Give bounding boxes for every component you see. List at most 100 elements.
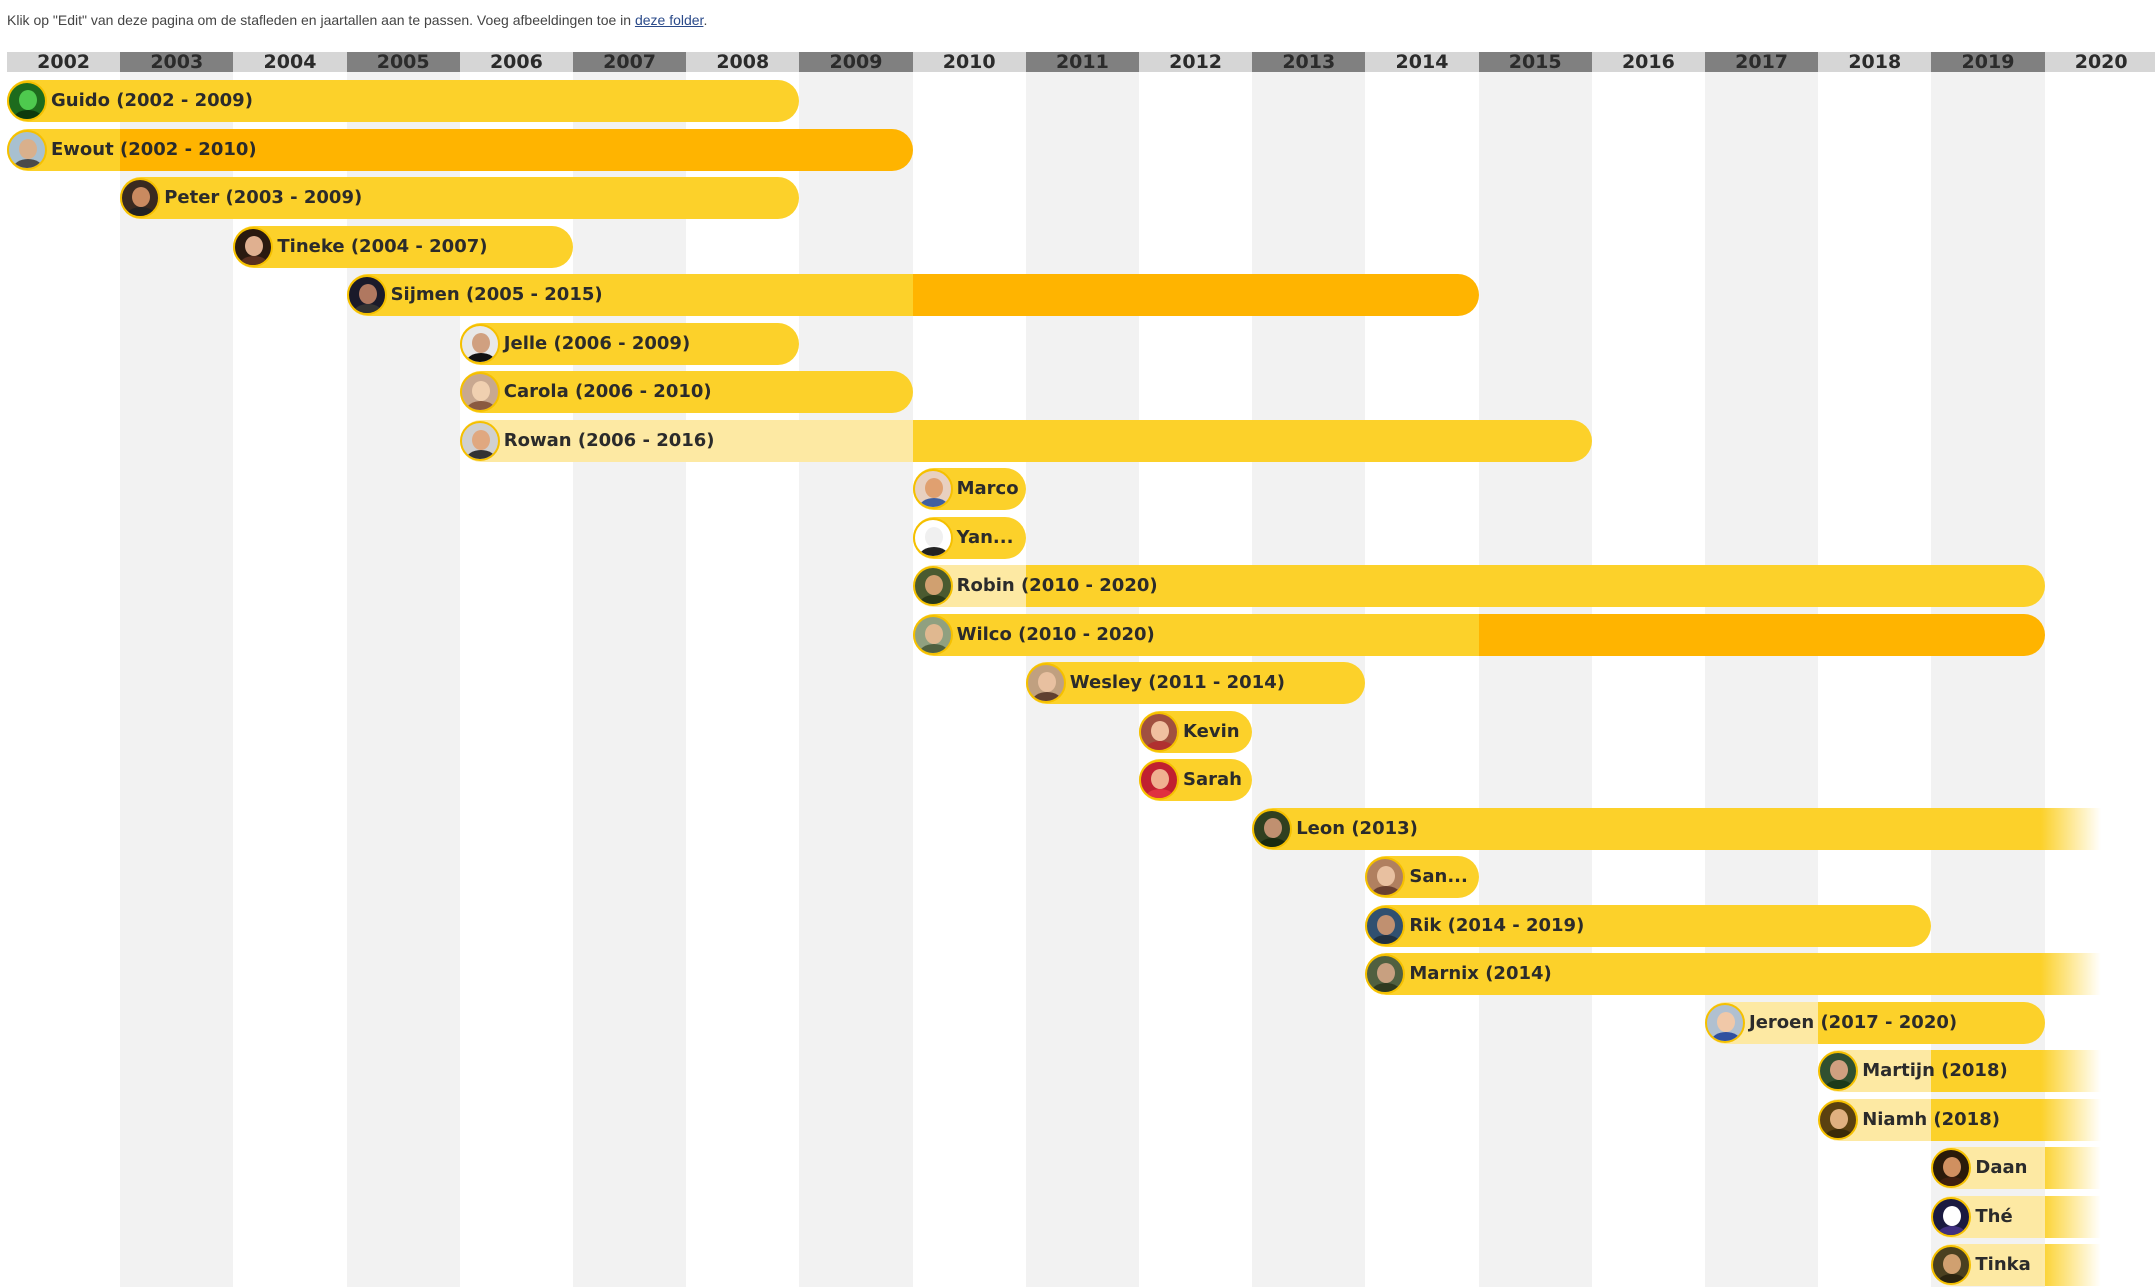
avatar-face-shape [924,623,943,644]
staff-row[interactable]: Thé [1931,1195,2102,1238]
staff-tenure-bar [1365,904,1932,947]
staff-label: Ewout (2002 - 2010) [51,138,257,160]
avatar-face-shape [1377,914,1396,935]
avatar-body-shape [1824,1128,1855,1138]
avatar-face-shape [1264,817,1283,838]
staff-row[interactable]: Sarah [1139,759,1253,801]
year-header-2019: 2019 [1931,52,2045,73]
staff-row[interactable]: Yan... [912,516,1026,559]
staff-row[interactable]: Martijn (2018) [1818,1050,2102,1092]
tenure-segment-main [459,322,800,365]
avatar-body-shape [1371,983,1402,992]
year-header-2017: 2017 [1705,52,1819,73]
tenure-segment-main [233,225,573,268]
staff-label: Niamh (2018) [1862,1108,2000,1130]
year-header-2015: 2015 [1478,52,1592,73]
staff-row[interactable]: Marco [912,468,1026,510]
staff-row[interactable]: Leon (2013) [1252,807,2102,850]
staff-label: Marco [956,478,1019,499]
staff-row[interactable]: Rik (2014 - 2019) [1365,904,1932,947]
year-header-2011: 2011 [1025,52,1139,73]
tenure-segment-main [1025,565,2045,607]
year-column-shade [1478,72,1592,1287]
staff-row[interactable]: Robin (2010 - 2020) [912,565,2045,607]
year-header-2009: 2009 [799,52,913,73]
year-header-2007: 2007 [573,52,687,73]
year-column-shade [120,72,234,1287]
avatar-body-shape [13,158,43,168]
staff-row[interactable]: Niamh (2018) [1818,1098,2102,1141]
tenure-segment-main [2044,1195,2102,1238]
year-header-2008: 2008 [686,52,800,73]
tenure-segment-main [912,419,1592,462]
staff-row[interactable]: Tineke (2004 - 2007) [233,225,573,268]
staff-avatar [1252,808,1293,849]
staff-avatar [1365,905,1406,946]
avatar-face-shape [1830,1060,1849,1080]
staff-label: Jelle (2006 - 2009) [503,332,691,354]
staff-row[interactable]: Jelle (2006 - 2009) [459,322,800,365]
staff-label: San... [1409,866,1468,887]
tenure-segment-main [2044,1147,2102,1189]
staff-tenure-bar [346,274,1479,316]
staff-label: Leon (2013) [1296,817,1418,839]
avatar-body-shape [1145,740,1175,750]
staff-row[interactable]: Wilco (2010 - 2020) [912,613,2045,656]
avatar-body-shape [1258,837,1289,847]
staff-row[interactable]: Daan [1931,1147,2102,1189]
staff-row[interactable]: Rowan (2006 - 2016) [459,419,1592,462]
staff-label: Sijmen (2005 - 2015) [390,284,603,305]
staff-avatar [1365,954,1406,994]
year-header-2016: 2016 [1591,52,1705,73]
staff-avatar [1931,1245,1972,1285]
avatar-face-shape [19,138,37,159]
avatar-body-shape [465,352,496,362]
year-header-2013: 2013 [1252,52,1366,73]
staff-label: Thé [1975,1205,2013,1227]
staff-label: Rowan (2006 - 2016) [503,429,715,451]
avatar-face-shape [132,187,151,207]
avatar-face-shape [1943,1205,1962,1226]
staff-row[interactable]: Sijmen (2005 - 2015) [346,274,1479,316]
staff-label: Wilco (2010 - 2020) [956,623,1155,645]
staff-row[interactable]: Ewout (2002 - 2010) [7,128,913,171]
staff-row[interactable]: Jeroen (2017 - 2020) [1705,1001,2045,1044]
avatar-face-shape [1377,963,1396,983]
staff-label: Jeroen (2017 - 2020) [1749,1011,1958,1033]
staff-row[interactable]: Peter (2003 - 2009) [120,177,800,219]
staff-label: Robin (2010 - 2020) [956,575,1158,596]
staff-tenure-bar [7,128,913,171]
tenure-segment-main [7,80,800,122]
year-header-2018: 2018 [1818,52,1932,73]
staff-row[interactable]: Marnix (2014) [1365,953,2102,995]
staff-avatar [7,81,47,121]
staff-avatar [1931,1196,1972,1237]
tenure-segment-main [1365,904,1932,947]
staff-tenure-bar [459,322,800,365]
staff-label: Guido (2002 - 2009) [51,90,253,111]
staff-tenure-bar [912,613,2045,656]
staff-avatar [1139,711,1179,752]
avatar-body-shape [1371,934,1402,944]
instruction-after-link: . [703,12,708,28]
avatar-face-shape [471,381,490,401]
staff-row[interactable]: Kevin [1139,710,1253,753]
staff-avatar [1705,1002,1745,1043]
avatar-body-shape [1371,886,1402,895]
staff-row[interactable]: Carola (2006 - 2010) [459,371,913,413]
staff-tenure-bar [1252,807,2102,850]
staff-tenure-bar [459,419,1592,462]
staff-row[interactable]: Tinka [1931,1244,2102,1286]
avatar-body-shape [918,546,949,556]
staff-row[interactable]: Guido (2002 - 2009) [7,80,800,122]
year-column-shade [799,72,913,1287]
staff-row[interactable]: Wesley (2011 - 2014) [1025,662,1366,704]
avatar-body-shape [1937,1274,1968,1283]
avatar-face-shape [1151,720,1169,741]
folder-link[interactable]: deze folder [634,12,704,28]
staff-label: Tineke (2004 - 2007) [277,235,488,257]
staff-label: Kevin [1183,720,1240,742]
staff-row[interactable]: San... [1365,856,1479,898]
avatar-body-shape [918,643,949,653]
staff-avatar [120,178,161,218]
